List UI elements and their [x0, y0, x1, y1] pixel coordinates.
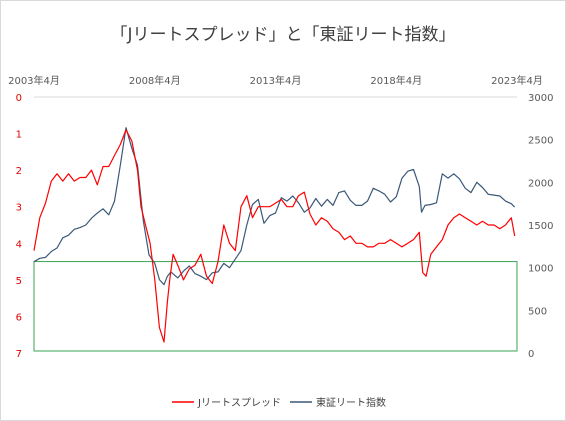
x-tick-label: 2008年4月 — [129, 74, 181, 87]
x-tick-label: 2003年4月 — [8, 74, 60, 87]
right-tick-label: 0 — [528, 349, 534, 360]
left-tick-label: 6 — [16, 312, 22, 323]
series-line — [33, 127, 516, 286]
right-tick-label: 3000 — [528, 93, 553, 104]
legend: Jリートスプレッド 東証リート指数 — [172, 396, 386, 409]
left-tick-label: 5 — [16, 276, 22, 287]
highlight-box — [33, 261, 518, 352]
left-tick-label: 4 — [16, 239, 22, 250]
x-axis-ticks: 2003年4月 2008年4月 2013年4月 2018年4月 2023年4月 — [8, 74, 543, 87]
x-tick-label: 2023年4月 — [491, 74, 543, 87]
right-tick-label: 500 — [528, 306, 547, 317]
right-tick-label: 2500 — [528, 136, 553, 147]
right-axis-ticks: 0 500 1000 1500 2000 2500 3000 — [528, 93, 553, 360]
left-tick-label: 2 — [16, 166, 22, 177]
left-tick-label: 1 — [16, 130, 22, 141]
left-axis-ticks: 0 1 2 3 4 5 6 7 — [16, 93, 22, 360]
series-lines — [33, 127, 516, 343]
left-tick-label: 0 — [16, 93, 22, 104]
legend-label: 東証リート指数 — [316, 396, 386, 409]
right-tick-label: 1500 — [528, 221, 553, 232]
chart-title: 「Jリートスプレッド」と「東証リート指数」 — [110, 25, 455, 45]
left-tick-label: 7 — [16, 349, 22, 360]
right-tick-label: 2000 — [528, 178, 553, 189]
legend-label: Jリートスプレッド — [197, 397, 281, 409]
series-line — [33, 129, 516, 343]
x-tick-label: 2013年4月 — [250, 74, 302, 87]
x-tick-label: 2018年4月 — [370, 74, 422, 87]
left-tick-label: 3 — [16, 203, 22, 214]
right-tick-label: 1000 — [528, 264, 553, 275]
